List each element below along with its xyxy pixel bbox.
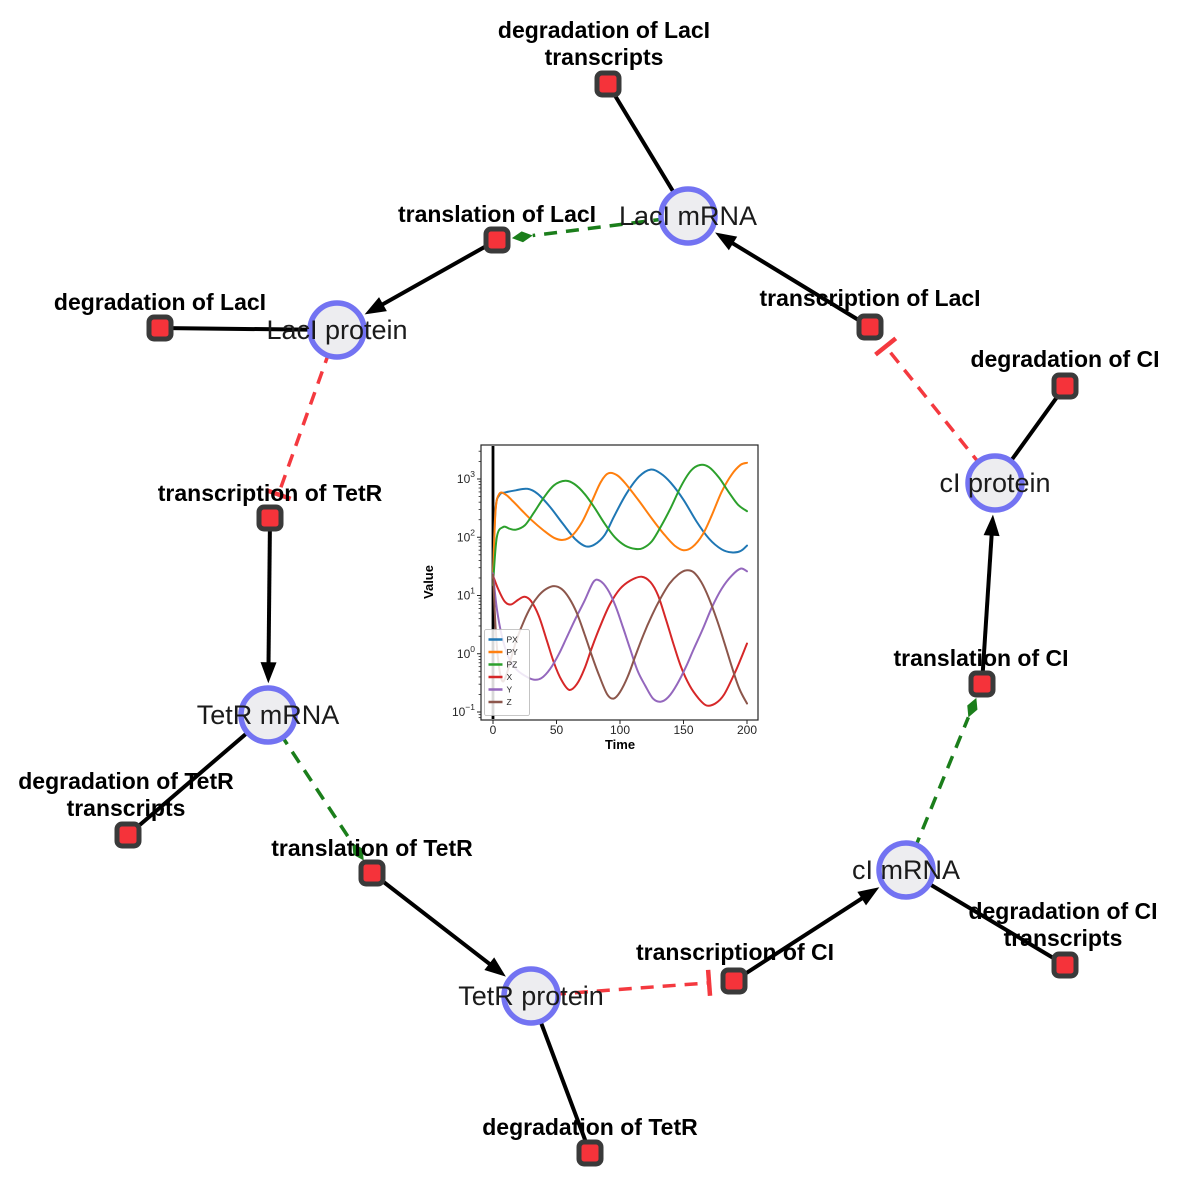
chart-series-PY	[492, 461, 748, 579]
x-tick-label: 150	[673, 723, 693, 737]
edge-product-translation_laci-laci_protein	[379, 238, 498, 308]
legend-label-Z: Z	[507, 697, 512, 707]
reaction-label-transcription_ci: transcription of CI	[636, 939, 834, 965]
y-tick-label: 101	[457, 586, 475, 603]
chart-series-PZ	[492, 463, 748, 587]
reaction-node-deg_tetr[interactable]	[576, 1139, 604, 1167]
reaction-label-deg_laci_tx: degradation of LacI transcripts	[498, 17, 710, 70]
reaction-label-translation_tetr: translation of TetR	[271, 835, 473, 861]
reaction-node-translation_ci[interactable]	[968, 670, 996, 698]
y-axis-title: Value	[421, 565, 436, 599]
legend-label-PY: PY	[507, 647, 519, 657]
species-node-ci_protein[interactable]	[965, 453, 1025, 513]
edge-product-translation_ci-ci_protein-arrowhead	[983, 514, 1000, 537]
x-tick-label: 0	[490, 723, 497, 737]
reaction-node-deg_ci_tx[interactable]	[1051, 951, 1079, 979]
edge-inhibitor-laci_protein-transcription_tetr-tbar	[265, 487, 292, 501]
edge-product-transcription_ci-ci_mrna-arrowhead	[857, 887, 880, 906]
x-axis-title: Time	[605, 737, 635, 752]
reaction-label-deg_tetr_tx: degradation of TetR transcripts	[18, 768, 234, 821]
reaction-node-translation_tetr[interactable]	[358, 859, 386, 887]
edge-inhibitor-tetr_protein-transcription_ci	[530, 981, 710, 998]
edge-product-translation_laci-laci_protein-arrowhead	[364, 297, 387, 315]
reaction-label-transcription_tetr: transcription of TetR	[158, 480, 383, 506]
legend-label-Y: Y	[507, 685, 513, 695]
edge-product-translation_tetr-tetr_protein-arrowhead	[484, 957, 506, 977]
edge-product-transcription_tetr-tetr_mrna-arrowhead	[260, 662, 277, 684]
x-tick-label: 50	[550, 723, 564, 737]
edge-product-transcription_laci-laci_mrna	[729, 240, 872, 329]
reaction-node-deg_laci[interactable]	[146, 314, 174, 342]
reaction-label-deg_tetr: degradation of TetR	[482, 1114, 698, 1140]
edge-product-transcription_laci-laci_mrna-arrowhead	[715, 232, 738, 251]
y-tick-label: 102	[457, 527, 475, 544]
species-label-tetr_mrna: TetR mRNA	[197, 700, 340, 730]
reaction-node-deg_ci[interactable]	[1051, 372, 1079, 400]
species-label-tetr_protein: TetR protein	[458, 981, 604, 1011]
species-label-ci_protein: cI protein	[939, 468, 1050, 498]
species-label-laci_mrna: LacI mRNA	[619, 201, 757, 231]
edge-reactant-tetr_mrna-deg_tetr_tx	[126, 713, 270, 837]
edge-modifier-laci_mrna-translation_laci-diamond	[511, 231, 533, 243]
edge-product-transcription_ci-ci_mrna	[732, 895, 866, 983]
species-node-ci_mrna[interactable]	[876, 840, 936, 900]
edge-reactant-ci_mrna-deg_ci_tx	[904, 868, 1067, 967]
edge-inhibitor-ci_protein-transcription_laci-tbar	[874, 336, 898, 357]
chart-series-X	[492, 574, 748, 707]
labels-layer: LacI mRNA LacI protein TetR mRNA TetR prote…	[18, 17, 1159, 1140]
x-tick-label: 100	[610, 723, 630, 737]
species-label-ci_mrna: cI mRNA	[852, 855, 960, 885]
reaction-label-translation_ci: translation of CI	[893, 645, 1068, 671]
nodes-layer	[114, 70, 1079, 1167]
reaction-node-transcription_ci[interactable]	[720, 967, 748, 995]
species-node-laci_protein[interactable]	[307, 300, 367, 360]
y-tick-label: 103	[457, 469, 475, 486]
species-node-tetr_mrna[interactable]	[238, 685, 298, 745]
reaction-label-transcription_laci: transcription of LacI	[759, 285, 980, 311]
legend-label-X: X	[507, 672, 513, 682]
legend-label-PZ: PZ	[507, 660, 518, 670]
x-tick-label: 200	[737, 723, 757, 737]
reaction-label-translation_laci: translation of LacI	[398, 201, 596, 227]
edge-inhibitor-tetr_protein-transcription_ci-tbar	[705, 969, 713, 996]
edge-modifier-ci_mrna-translation_ci-diamond	[967, 697, 978, 718]
species-label-laci_protein: LacI protein	[266, 315, 407, 345]
species-node-laci_mrna[interactable]	[658, 186, 718, 246]
reaction-label-deg_ci: degradation of CI	[970, 346, 1159, 372]
y-tick-label: 10−1	[452, 702, 475, 719]
reaction-node-transcription_tetr[interactable]	[256, 504, 284, 532]
reaction-node-deg_tetr_tx[interactable]	[114, 821, 142, 849]
inset-chart: 0 50 100 150 200 103 102 101 100 10−1 PX PY PZ XYZ Tim…	[421, 444, 759, 752]
reaction-node-transcription_laci[interactable]	[856, 313, 884, 341]
reaction-label-deg_ci_tx: degradation of CI transcripts	[968, 898, 1157, 951]
edge-product-translation_tetr-tetr_protein	[370, 871, 493, 968]
species-node-tetr_protein[interactable]	[501, 966, 561, 1026]
edge-product-transcription_tetr-tetr_mrna	[266, 517, 272, 666]
y-tick-label: 100	[457, 644, 475, 661]
legend-label-PX: PX	[507, 635, 519, 645]
edge-product-translation_ci-ci_protein	[980, 532, 994, 685]
chart-series-PX	[492, 468, 748, 574]
reaction-node-deg_laci_tx[interactable]	[594, 70, 622, 98]
reaction-node-translation_laci[interactable]	[483, 226, 511, 254]
reaction-label-deg_laci: degradation of LacI	[54, 289, 266, 315]
edge-modifier-tetr_mrna-translation_tetr-diamond	[352, 842, 364, 861]
